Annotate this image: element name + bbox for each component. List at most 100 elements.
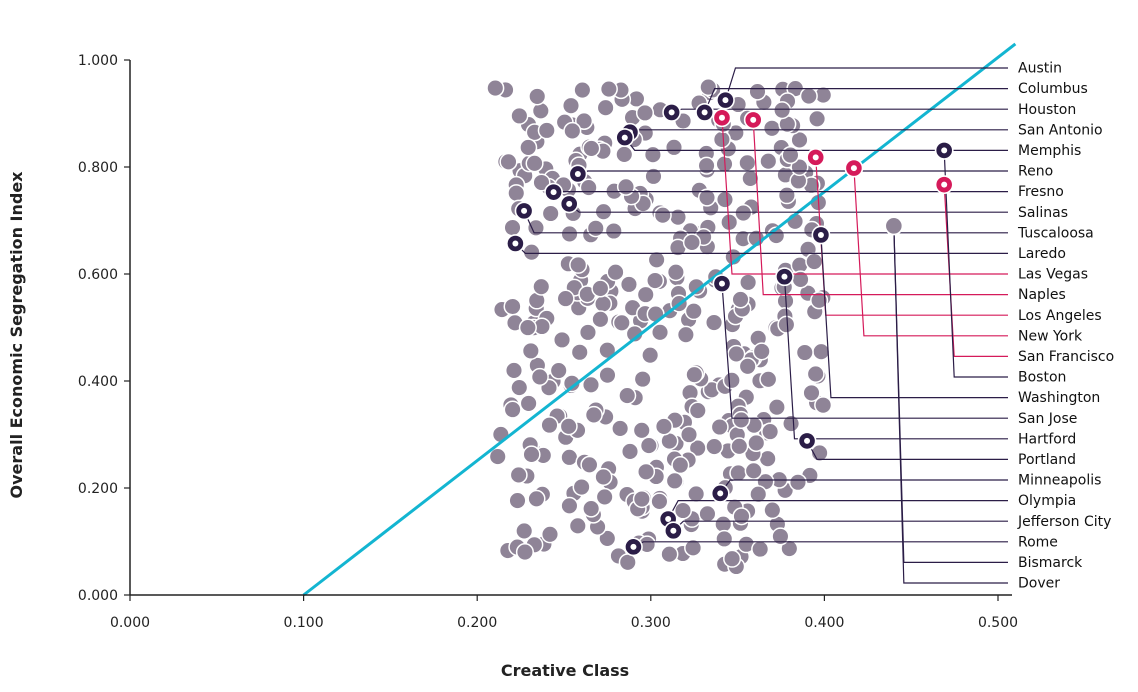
data-point xyxy=(767,398,786,417)
data-point xyxy=(747,433,766,452)
data-point xyxy=(715,190,735,209)
data-point xyxy=(646,271,665,290)
city-label-fresno: Fresno xyxy=(1018,184,1064,200)
point-center-san-francisco xyxy=(941,181,948,188)
data-point xyxy=(814,396,833,415)
data-point xyxy=(697,156,716,175)
data-point xyxy=(636,285,655,304)
city-label-salinas: Salinas xyxy=(1018,205,1068,221)
data-point xyxy=(637,462,656,481)
data-point xyxy=(748,82,767,101)
data-point xyxy=(635,103,655,122)
city-label-laredo: Laredo xyxy=(1018,246,1066,262)
data-point xyxy=(732,507,751,526)
data-point xyxy=(646,305,665,324)
data-point xyxy=(537,121,556,140)
data-point xyxy=(810,291,829,310)
y-tick-label: 0.800 xyxy=(78,160,118,176)
data-point xyxy=(570,343,589,362)
data-point xyxy=(761,422,780,441)
data-point xyxy=(676,325,695,344)
city-label-san-francisco: San Francisco xyxy=(1018,349,1114,365)
data-point xyxy=(684,538,703,557)
point-center-washington xyxy=(817,231,824,238)
data-point xyxy=(612,313,631,332)
data-point xyxy=(540,525,560,544)
data-point xyxy=(515,521,534,540)
city-label-naples: Naples xyxy=(1018,287,1066,303)
data-point xyxy=(591,310,610,329)
data-point xyxy=(751,540,770,559)
city-label-memphis: Memphis xyxy=(1018,143,1081,159)
data-point xyxy=(729,463,748,483)
data-point xyxy=(739,273,758,292)
data-point xyxy=(684,302,703,321)
data-point xyxy=(673,501,693,520)
x-tick-label: 0.100 xyxy=(284,615,324,631)
data-point xyxy=(556,289,575,308)
x-tick-label: 0.200 xyxy=(457,615,497,631)
data-point xyxy=(749,485,768,504)
city-label-hartford: Hartford xyxy=(1018,431,1076,447)
data-point xyxy=(790,130,809,150)
leader-line-hartford xyxy=(783,276,1008,440)
point-center-tuscaloosa xyxy=(521,207,528,214)
data-point xyxy=(521,341,540,360)
point-center-portland xyxy=(804,437,811,444)
data-point xyxy=(620,442,640,461)
data-point xyxy=(595,487,614,506)
data-point xyxy=(561,96,581,115)
point-center-las-vegas xyxy=(718,114,725,121)
y-tick-label: 0.400 xyxy=(78,374,118,390)
data-point xyxy=(710,417,729,437)
data-point xyxy=(738,153,757,172)
data-point xyxy=(806,364,825,383)
data-point xyxy=(654,417,673,436)
data-point xyxy=(598,529,617,548)
data-point xyxy=(507,184,526,203)
leader-line-portland xyxy=(806,440,1008,460)
data-point xyxy=(618,386,637,405)
point-center-rome xyxy=(630,543,637,550)
point-center-los-angeles xyxy=(812,154,819,161)
highlighted-points xyxy=(505,90,954,557)
city-label-rome: Rome xyxy=(1018,534,1058,550)
data-point xyxy=(515,542,534,562)
data-point xyxy=(644,167,663,186)
data-point xyxy=(647,250,666,269)
data-point xyxy=(552,330,572,349)
city-label-portland: Portland xyxy=(1018,452,1076,468)
data-point xyxy=(532,173,551,192)
point-center-austin xyxy=(722,97,729,104)
leader-line-san-jose xyxy=(721,283,1008,419)
data-point xyxy=(560,224,579,244)
data-point xyxy=(712,130,731,149)
x-tick-label: 0.500 xyxy=(978,615,1018,631)
data-point xyxy=(615,145,634,164)
data-point xyxy=(812,342,831,361)
data-point xyxy=(618,553,637,572)
data-point xyxy=(572,477,591,497)
data-point xyxy=(704,313,724,332)
city-label-boston: Boston xyxy=(1018,370,1066,386)
data-point xyxy=(509,465,528,485)
data-point xyxy=(619,275,639,294)
data-point xyxy=(643,145,662,164)
point-center-boston xyxy=(941,147,948,154)
x-axis-title: Creative Class xyxy=(501,661,629,680)
trend-line-group xyxy=(302,42,1017,597)
leader-line-washington xyxy=(820,234,1008,399)
city-label-jefferson-city: Jefferson City xyxy=(1017,514,1111,530)
point-center-reno xyxy=(574,170,581,177)
data-point xyxy=(582,139,601,158)
data-point xyxy=(808,109,827,128)
city-label-dover: Dover xyxy=(1018,576,1060,592)
data-point xyxy=(650,323,670,342)
data-point xyxy=(611,419,630,438)
point-center-olympia xyxy=(665,516,672,523)
data-point xyxy=(679,425,699,444)
x-tick-label: 0.000 xyxy=(110,615,150,631)
data-point xyxy=(687,484,706,504)
data-point xyxy=(738,357,757,376)
data-point xyxy=(559,417,578,436)
